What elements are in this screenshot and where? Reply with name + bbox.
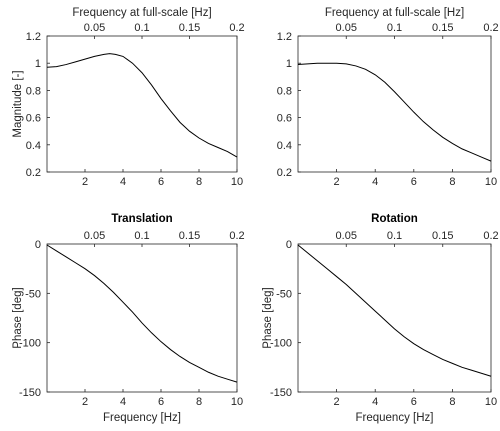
y-axis-label: Magnitude [-] [12,70,24,137]
y-tick-label: 0.8 [26,85,41,97]
x-tick-label: 2 [334,396,340,408]
series-line [297,62,492,162]
y-tick-label: 1.2 [26,31,41,43]
x-tick-label: 6 [411,396,417,408]
top-x-tick-label: 0.1 [387,230,402,242]
top-x-axis-label: Frequency at full-scale [Hz] [72,7,211,19]
top-x-axis-label: Frequency at full-scale [Hz] [325,7,464,19]
top-x-tick-label: 0.15 [432,22,453,34]
top-x-tick-label: 0.2 [483,22,498,34]
panel-magnitude-rotation: 2 4 6 8 10 0.05 0.1 0.15 0.2 0.2 0.4 0.6 0.8 1 1.2 Freq… [277,7,499,188]
x-axis-label: Frequency [Hz] [356,412,434,424]
y-tick-label: -100 [19,338,41,350]
panel-phase-rotation: 2 4 6 8 10 0.05 0.1 0.15 0.2 -150 -100 -50 0 Rotation… [262,213,499,424]
x-tick-label: 2 [82,396,88,408]
panel-phase-translation: 2 4 6 8 10 0.05 0.1 0.15 0.2 -150 -100 -50 0 Translat… [12,213,245,424]
top-x-tick-label: 0.15 [432,230,453,242]
axes-box [297,243,492,393]
x-tick-label: 4 [372,176,378,188]
y-tick-label: -50 [276,288,292,300]
panel-title: Translation [111,213,172,225]
x-tick-label: 2 [334,176,340,188]
y-tick-label: 0.2 [26,167,41,179]
y-tick-label: 1 [286,58,292,70]
top-x-tick-label: 0.15 [179,230,200,242]
y-tick-label: 1 [35,58,41,70]
y-tick-label: 0.6 [26,113,41,125]
x-axis-label: Frequency [Hz] [103,412,181,424]
axes-box [46,35,238,173]
top-x-tick-label: 0.1 [134,22,149,34]
axes-box [46,243,238,393]
x-tick-label: 2 [82,176,88,188]
y-tick-label: 1.2 [277,31,292,43]
y-axis-label: Phase [deg] [12,287,24,348]
top-x-tick-label: 0.05 [84,22,105,34]
top-x-tick-label: 0.05 [84,230,105,242]
top-x-tick-label: 0.05 [336,22,357,34]
x-tick-label: 8 [196,176,202,188]
series-line [46,53,238,158]
y-tick-label: 0.4 [26,140,41,152]
x-tick-label: 4 [120,176,126,188]
x-tick-label: 4 [120,396,126,408]
x-tick-label: 8 [449,176,455,188]
axes-box [297,35,492,173]
x-tick-label: 6 [158,176,164,188]
top-x-tick-label: 0.1 [134,230,149,242]
series-line [46,244,238,383]
x-tick-label: 8 [449,396,455,408]
y-tick-label: 0.6 [277,113,292,125]
y-tick-label: -50 [25,288,41,300]
y-tick-label: 0.8 [277,85,292,97]
y-tick-label: -150 [270,387,292,399]
x-tick-label: 10 [485,396,497,408]
y-tick-label: 0 [35,239,41,251]
top-x-tick-label: 0.2 [229,230,244,242]
top-x-tick-label: 0.15 [179,22,200,34]
y-tick-label: -100 [270,338,292,350]
top-x-tick-label: 0.1 [387,22,402,34]
x-tick-label: 10 [231,176,243,188]
panel-magnitude-translation: 2 4 6 8 10 0.05 0.1 0.15 0.2 0.2 0.4 0.6 0.8 1 1.2 Freq… [12,7,245,188]
y-tick-label: -150 [19,387,41,399]
x-tick-label: 6 [158,396,164,408]
x-tick-label: 10 [231,396,243,408]
x-tick-label: 4 [372,396,378,408]
y-axis-label: Phase [deg] [262,287,274,348]
top-x-tick-label: 0.2 [483,230,498,242]
y-tick-label: 0.4 [277,140,292,152]
x-tick-label: 8 [196,396,202,408]
y-tick-label: 0.2 [277,167,292,179]
top-x-tick-label: 0.2 [229,22,244,34]
panel-title: Rotation [371,213,418,225]
series-line [297,244,492,377]
x-tick-label: 6 [411,176,417,188]
x-tick-label: 10 [485,176,497,188]
y-tick-label: 0 [286,239,292,251]
top-x-tick-label: 0.05 [336,230,357,242]
